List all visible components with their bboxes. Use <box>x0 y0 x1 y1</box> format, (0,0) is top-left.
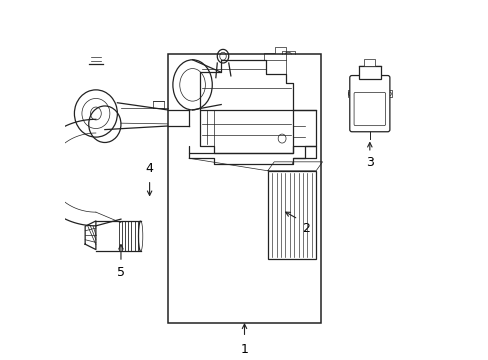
FancyBboxPatch shape <box>349 76 389 132</box>
Text: 4: 4 <box>145 162 153 175</box>
Bar <box>267 171 315 258</box>
Bar <box>167 54 321 323</box>
Text: 5: 5 <box>117 266 125 279</box>
Text: 2: 2 <box>301 222 309 235</box>
Text: 3: 3 <box>365 157 373 170</box>
FancyBboxPatch shape <box>353 93 385 126</box>
Bar <box>358 66 380 80</box>
Text: 1: 1 <box>240 343 248 356</box>
Bar <box>364 59 374 66</box>
